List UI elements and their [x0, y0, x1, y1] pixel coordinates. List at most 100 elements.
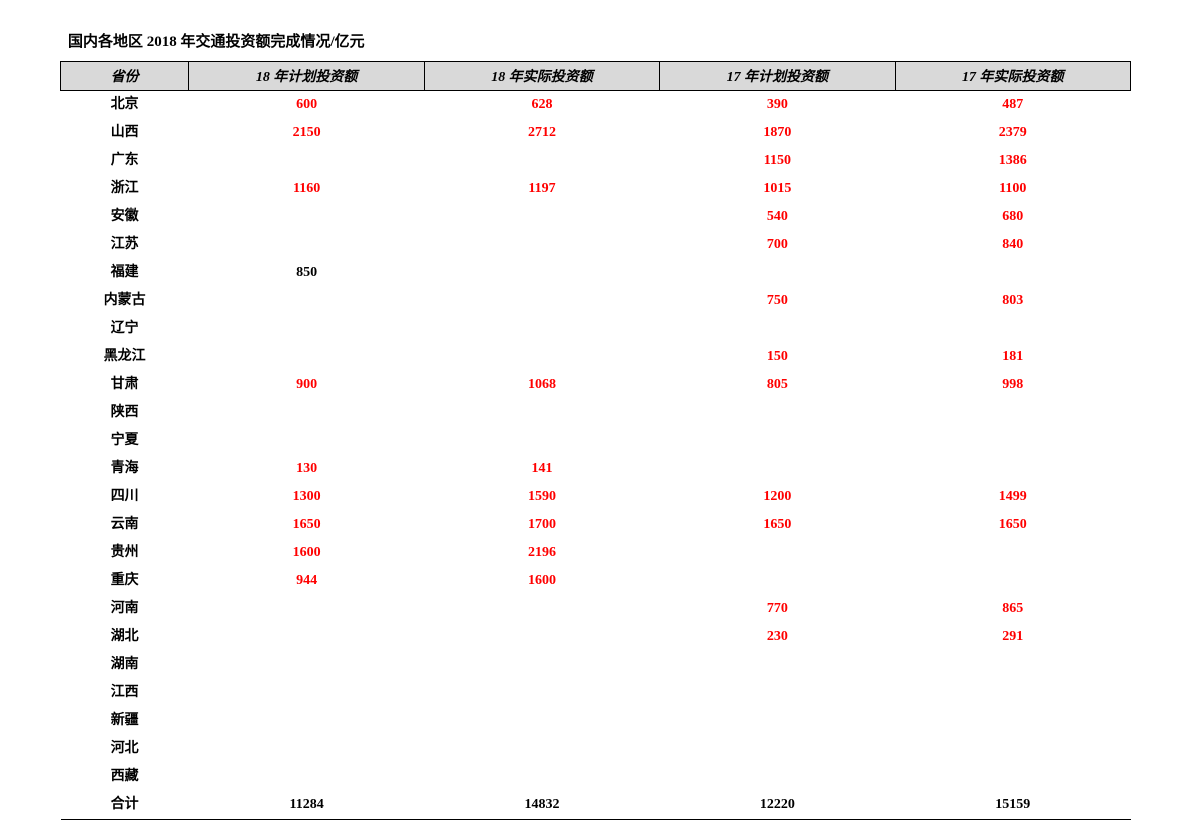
table-row: 河北 [61, 735, 1131, 763]
cell-province: 重庆 [61, 567, 189, 595]
cell-province: 四川 [61, 483, 189, 511]
cell-province: 浙江 [61, 175, 189, 203]
cell-act17: 2379 [895, 119, 1130, 147]
cell-plan17 [660, 679, 895, 707]
cell-total-act18: 14832 [424, 791, 659, 820]
cell-plan17: 150 [660, 343, 895, 371]
cell-plan18: 1600 [189, 539, 424, 567]
cell-plan18: 130 [189, 455, 424, 483]
cell-province: 安徽 [61, 203, 189, 231]
cell-act17: 803 [895, 287, 1130, 315]
cell-act18: 1068 [424, 371, 659, 399]
cell-plan17 [660, 399, 895, 427]
cell-plan18: 900 [189, 371, 424, 399]
cell-act17 [895, 735, 1130, 763]
table-row: 浙江1160119710151100 [61, 175, 1131, 203]
cell-act17 [895, 651, 1130, 679]
cell-act17 [895, 455, 1130, 483]
table-row: 河南770865 [61, 595, 1131, 623]
cell-plan18: 600 [189, 91, 424, 120]
cell-plan18 [189, 623, 424, 651]
table-row: 重庆9441600 [61, 567, 1131, 595]
cell-province: 青海 [61, 455, 189, 483]
cell-act18 [424, 735, 659, 763]
cell-plan17 [660, 315, 895, 343]
table-row: 青海130141 [61, 455, 1131, 483]
cell-plan17 [660, 735, 895, 763]
cell-province: 广东 [61, 147, 189, 175]
cell-act17: 1100 [895, 175, 1130, 203]
cell-act18 [424, 679, 659, 707]
cell-total-plan17: 12220 [660, 791, 895, 820]
table-row: 甘肃9001068805998 [61, 371, 1131, 399]
cell-act18 [424, 399, 659, 427]
cell-plan18 [189, 595, 424, 623]
cell-plan18 [189, 315, 424, 343]
col-plan18: 18 年计划投资额 [189, 62, 424, 91]
cell-plan17 [660, 539, 895, 567]
cell-province: 河南 [61, 595, 189, 623]
cell-plan18 [189, 147, 424, 175]
cell-plan17 [660, 259, 895, 287]
cell-plan18: 1160 [189, 175, 424, 203]
cell-plan18 [189, 763, 424, 791]
cell-act17: 865 [895, 595, 1130, 623]
cell-act17: 1386 [895, 147, 1130, 175]
cell-plan17: 230 [660, 623, 895, 651]
header-row: 省份 18 年计划投资额 18 年实际投资额 17 年计划投资额 17 年实际投… [61, 62, 1131, 91]
cell-plan18: 1300 [189, 483, 424, 511]
cell-province: 贵州 [61, 539, 189, 567]
cell-act17: 181 [895, 343, 1130, 371]
cell-plan17 [660, 427, 895, 455]
cell-act18 [424, 595, 659, 623]
cell-plan17 [660, 567, 895, 595]
cell-plan18: 944 [189, 567, 424, 595]
table-row: 山西2150271218702379 [61, 119, 1131, 147]
cell-act17 [895, 259, 1130, 287]
cell-plan18 [189, 679, 424, 707]
cell-province: 北京 [61, 91, 189, 120]
cell-act18: 1590 [424, 483, 659, 511]
cell-plan18 [189, 231, 424, 259]
cell-plan18 [189, 203, 424, 231]
cell-plan17 [660, 763, 895, 791]
table-row: 四川1300159012001499 [61, 483, 1131, 511]
cell-province: 新疆 [61, 707, 189, 735]
table-row: 福建850 [61, 259, 1131, 287]
cell-act17 [895, 315, 1130, 343]
cell-plan17: 1015 [660, 175, 895, 203]
cell-plan18 [189, 427, 424, 455]
cell-act18: 141 [424, 455, 659, 483]
cell-act18 [424, 231, 659, 259]
cell-plan17: 390 [660, 91, 895, 120]
cell-province: 山西 [61, 119, 189, 147]
cell-plan17 [660, 651, 895, 679]
cell-act18: 1600 [424, 567, 659, 595]
table-row: 北京600628390487 [61, 91, 1131, 120]
cell-act17 [895, 539, 1130, 567]
cell-province: 黑龙江 [61, 343, 189, 371]
cell-province: 西藏 [61, 763, 189, 791]
cell-act17 [895, 427, 1130, 455]
table-row: 宁夏 [61, 427, 1131, 455]
cell-plan18: 850 [189, 259, 424, 287]
cell-plan17: 1650 [660, 511, 895, 539]
cell-province: 宁夏 [61, 427, 189, 455]
cell-plan17 [660, 707, 895, 735]
cell-province: 江西 [61, 679, 189, 707]
cell-act17 [895, 707, 1130, 735]
cell-province: 湖南 [61, 651, 189, 679]
cell-province: 辽宁 [61, 315, 189, 343]
cell-plan18 [189, 343, 424, 371]
cell-province: 陕西 [61, 399, 189, 427]
cell-act17: 1650 [895, 511, 1130, 539]
cell-province: 河北 [61, 735, 189, 763]
cell-act17 [895, 567, 1130, 595]
cell-act18: 2196 [424, 539, 659, 567]
cell-act18 [424, 707, 659, 735]
table-row: 江苏700840 [61, 231, 1131, 259]
cell-plan18 [189, 707, 424, 735]
cell-plan18 [189, 399, 424, 427]
col-act17: 17 年实际投资额 [895, 62, 1130, 91]
table-row: 安徽540680 [61, 203, 1131, 231]
